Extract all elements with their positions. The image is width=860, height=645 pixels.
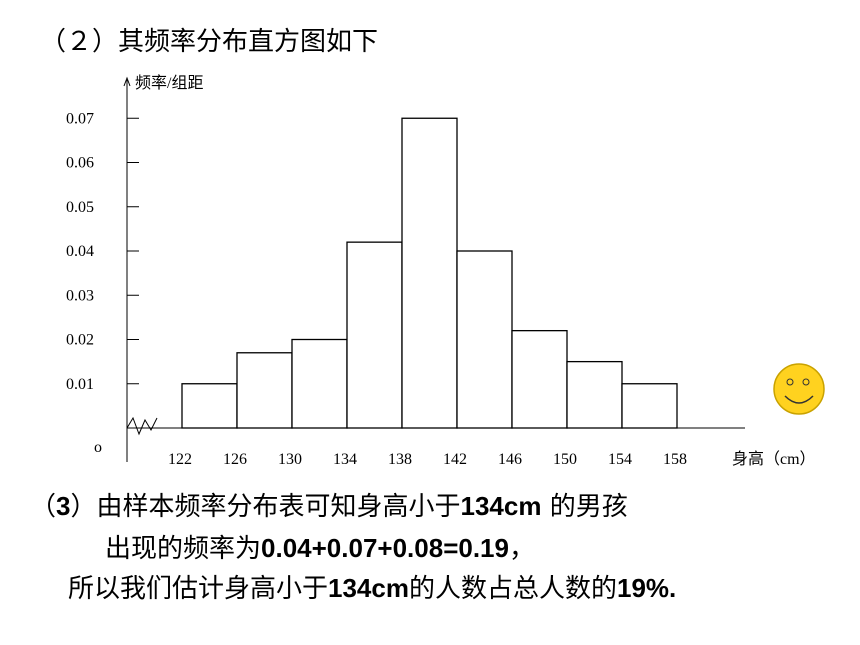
conclusion-text: 134cm [328,573,409,603]
heading: （２）其频率分布直方图如下 [40,27,378,57]
bar [181,383,238,429]
x-tick-label: 138 [388,451,412,468]
x-tick-label: 126 [223,451,247,468]
axis-break [126,416,158,436]
conclusion-line: 出现的频率为0.04+0.07+0.08=0.19， [105,533,535,564]
bar [456,250,513,429]
y-tick-label: 0.01 [66,376,94,393]
conclusion-line: 所以我们估计身高小于134cm的人数占总人数的19%. [68,573,676,604]
x-tick-label: 158 [663,451,687,468]
bar [621,383,678,429]
y-tick-label: 0.04 [66,243,94,260]
conclusion-text: 19%. [617,573,676,603]
y-tick-label: 0.05 [66,199,94,216]
bar [291,338,348,429]
conclusion-text: ， [509,534,535,564]
conclusion-text: 出现的频率为 [105,534,261,564]
conclusion-text: 的人数占总人数的 [409,574,617,604]
bar [511,329,568,429]
conclusion-text: （ [30,492,56,522]
conclusion-text: 0.04+0.07+0.08=0.19 [261,533,509,563]
x-tick-label: 130 [278,451,302,468]
y-tick-label: 0.07 [66,110,94,127]
y-axis-label: 频率/组距 [135,74,203,92]
y-axis-arrow [123,76,131,87]
x-tick-label: 154 [608,451,632,468]
x-tick-label: 146 [498,451,522,468]
bar [401,117,458,429]
bar [566,360,623,429]
conclusion-text: 的男孩 [541,492,627,522]
x-axis-label: 身高（cm） [732,450,816,468]
y-tick-label: 0.03 [66,287,94,304]
y-tick-label: 0.06 [66,155,94,172]
bar [346,241,403,429]
conclusion-text: 3 [56,491,70,521]
conclusion-text: 所以我们估计身高小于 [68,574,328,604]
conclusion-text: ）由样本频率分布表可知身高小于 [70,492,460,522]
smiley [773,363,825,415]
x-tick-label: 122 [168,451,192,468]
x-tick-label: 134 [333,451,357,468]
bar [236,352,293,429]
conclusion-line: （3）由样本频率分布表可知身高小于134cm 的男孩 [30,491,628,522]
conclusion-text: 134cm [461,491,542,521]
x-tick-label: 150 [553,451,577,468]
y-tick-label: 0.02 [66,332,94,349]
origin-label: o [94,439,102,456]
x-tick-label: 142 [443,451,467,468]
